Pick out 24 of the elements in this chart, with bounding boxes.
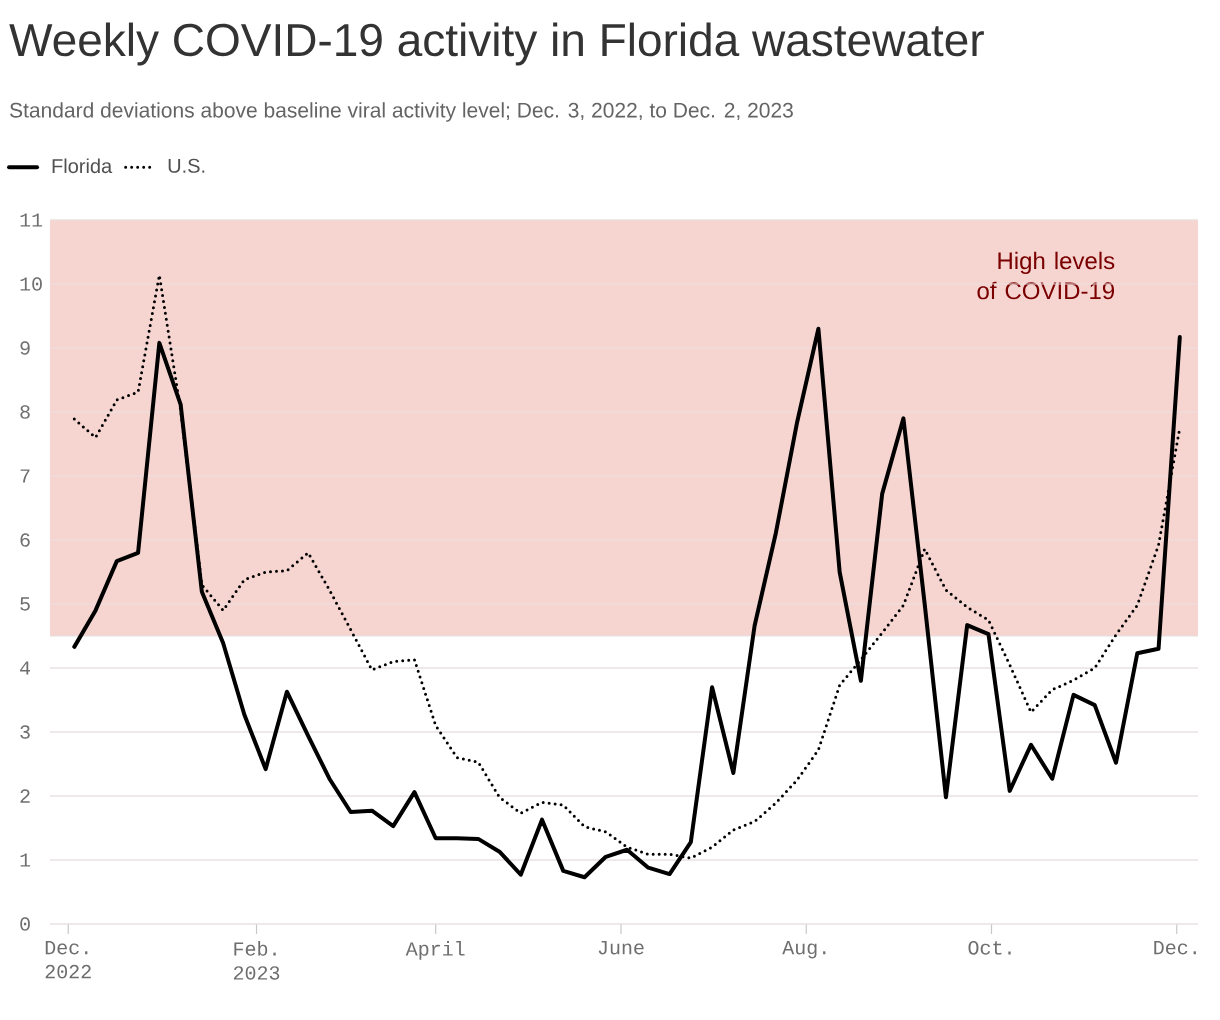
y-tick-label: 6 xyxy=(20,533,30,547)
chart-subtitle: Standard deviations above baseline viral activity level; Dec. 3, 2022, to Dec. 2, 2023 xyxy=(10,102,793,122)
y-tick-label: 4 xyxy=(20,661,31,675)
y-tick-label: 8 xyxy=(20,405,30,419)
y-tick-label: 7 xyxy=(20,469,30,483)
legend-label: U.S. xyxy=(168,158,205,173)
y-tick-label: 5 xyxy=(20,597,30,611)
y-tick-label: 10 xyxy=(20,277,42,291)
y-tick-label: 3 xyxy=(20,725,30,739)
y-tick-label: 0 xyxy=(20,917,30,931)
y-tick-label: 11 xyxy=(20,213,43,227)
x-tick-label: Aug. xyxy=(782,941,826,959)
x-tick-label: Dec. xyxy=(1154,941,1196,955)
x-tick-label: Dec. 2022 xyxy=(45,941,91,979)
y-tick-label: 2 xyxy=(20,789,30,803)
x-tick-label: April xyxy=(405,941,465,960)
chart-title: Weekly COVID-19 activity in Florida wastewater xyxy=(9,22,984,66)
band-label: High levels of COVID-19 xyxy=(977,251,1115,300)
x-tick-label: Feb. 2023 xyxy=(233,941,280,980)
x-tick-label: June xyxy=(598,941,644,955)
x-tick-label: Oct. xyxy=(968,941,1011,955)
y-tick-label: 9 xyxy=(20,341,30,355)
y-tick-label: 1 xyxy=(20,853,31,867)
legend-label: Florida xyxy=(52,158,113,174)
